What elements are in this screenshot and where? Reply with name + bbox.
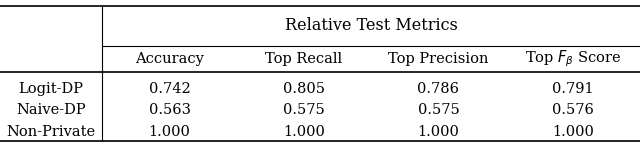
Text: 1.000: 1.000 (417, 125, 460, 139)
Text: 1.000: 1.000 (552, 125, 594, 139)
Text: Naive-DP: Naive-DP (17, 103, 86, 117)
Text: 1.000: 1.000 (148, 125, 191, 139)
Text: 0.742: 0.742 (148, 82, 191, 96)
Text: Accuracy: Accuracy (135, 52, 204, 66)
Text: 0.805: 0.805 (283, 82, 325, 96)
Text: 0.791: 0.791 (552, 82, 594, 96)
Text: Top $F_{\beta}$ Score: Top $F_{\beta}$ Score (525, 49, 621, 69)
Text: Non-Private: Non-Private (6, 125, 96, 139)
Text: Logit-DP: Logit-DP (19, 82, 84, 96)
Text: Top Recall: Top Recall (266, 52, 342, 66)
Text: 1.000: 1.000 (283, 125, 325, 139)
Text: 0.576: 0.576 (552, 103, 594, 117)
Text: 0.575: 0.575 (417, 103, 460, 117)
Text: Relative Test Metrics: Relative Test Metrics (285, 17, 458, 34)
Text: Top Precision: Top Precision (388, 52, 489, 66)
Text: 0.575: 0.575 (283, 103, 325, 117)
Text: 0.563: 0.563 (148, 103, 191, 117)
Text: 0.786: 0.786 (417, 82, 460, 96)
